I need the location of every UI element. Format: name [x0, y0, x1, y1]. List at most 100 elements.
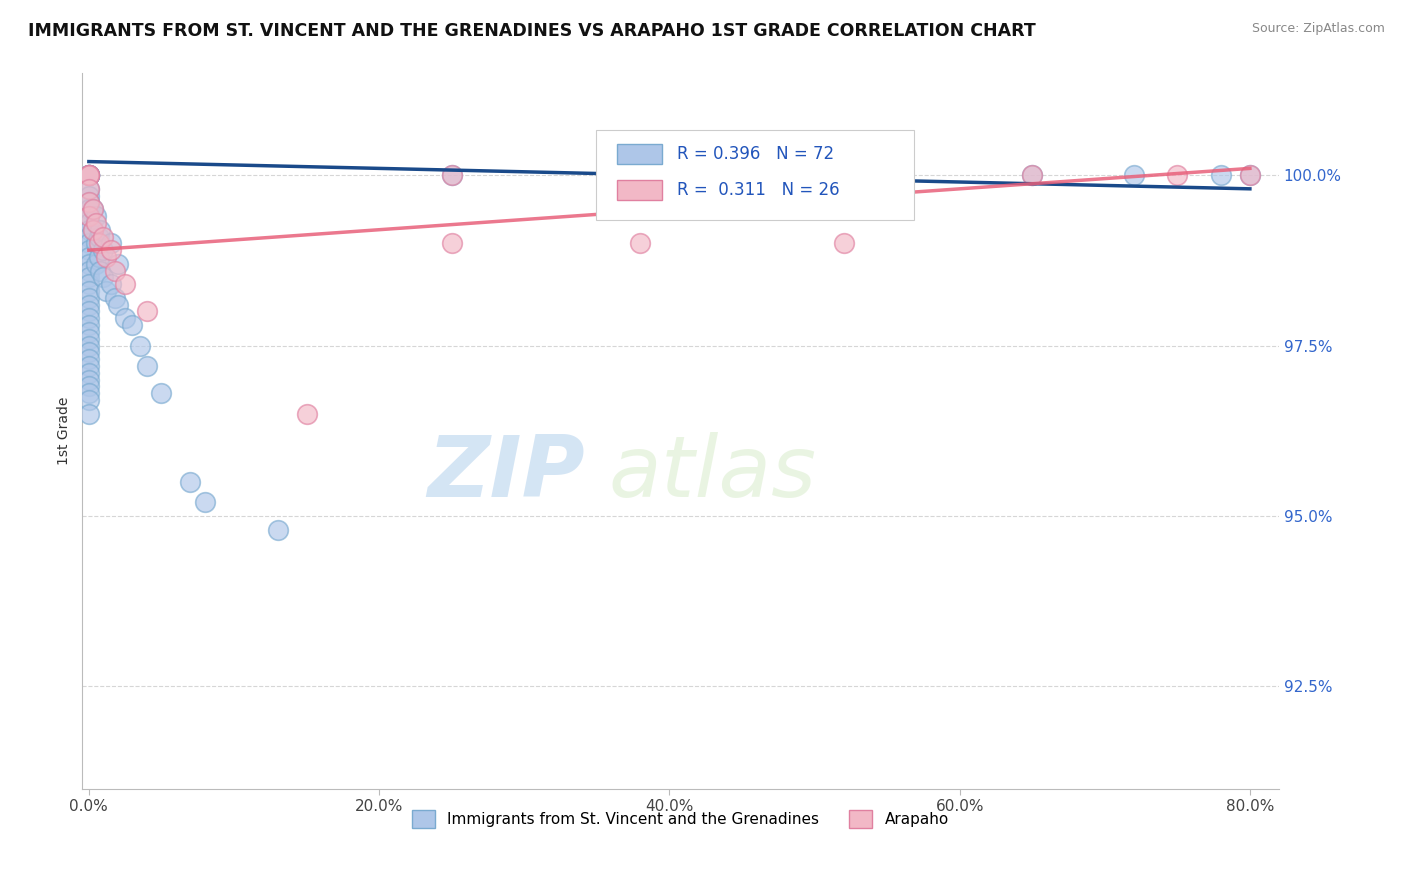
Point	[440, 236, 463, 251]
Point	[1209, 168, 1232, 182]
Text: Source: ZipAtlas.com: Source: ZipAtlas.com	[1251, 22, 1385, 36]
Point	[89, 263, 111, 277]
Point	[93, 270, 115, 285]
Point	[77, 291, 100, 305]
Point	[107, 257, 129, 271]
Point	[77, 366, 100, 380]
Point	[77, 229, 100, 244]
Point	[77, 250, 100, 264]
Point	[295, 407, 318, 421]
Point	[87, 236, 110, 251]
Point	[77, 195, 100, 210]
Point	[1239, 168, 1261, 182]
Point	[93, 229, 115, 244]
Point	[77, 311, 100, 326]
Point	[77, 298, 100, 312]
Point	[77, 168, 100, 182]
Point	[121, 318, 143, 332]
Point	[440, 168, 463, 182]
Point	[84, 209, 107, 223]
Point	[82, 202, 104, 217]
Point	[77, 168, 100, 182]
Text: R =  0.311   N = 26: R = 0.311 N = 26	[676, 180, 839, 199]
Point	[77, 257, 100, 271]
FancyBboxPatch shape	[596, 130, 914, 219]
Point	[96, 284, 118, 298]
Point	[93, 243, 115, 257]
Point	[77, 325, 100, 339]
Text: ZIP: ZIP	[427, 433, 585, 516]
Point	[104, 263, 127, 277]
Point	[77, 168, 100, 182]
Point	[77, 373, 100, 387]
Point	[114, 311, 136, 326]
Point	[77, 338, 100, 352]
Bar	[617, 179, 662, 200]
Point	[77, 304, 100, 318]
Point	[77, 345, 100, 359]
Point	[628, 236, 651, 251]
Point	[104, 291, 127, 305]
Text: atlas: atlas	[609, 433, 817, 516]
Point	[96, 250, 118, 264]
Point	[87, 250, 110, 264]
Point	[77, 209, 100, 223]
Point	[77, 182, 100, 196]
Point	[1166, 168, 1188, 182]
Point	[440, 168, 463, 182]
Point	[128, 338, 150, 352]
Point	[135, 359, 157, 373]
Point	[77, 332, 100, 346]
Point	[77, 379, 100, 393]
Point	[107, 298, 129, 312]
Point	[77, 284, 100, 298]
Point	[82, 223, 104, 237]
Point	[100, 277, 122, 292]
Point	[84, 216, 107, 230]
Point	[77, 318, 100, 332]
Point	[1021, 168, 1043, 182]
Point	[77, 216, 100, 230]
Text: R = 0.396   N = 72: R = 0.396 N = 72	[676, 145, 834, 163]
Point	[87, 229, 110, 244]
Point	[150, 386, 173, 401]
Point	[628, 168, 651, 182]
Point	[628, 168, 651, 182]
Point	[77, 236, 100, 251]
Point	[77, 393, 100, 408]
Point	[1122, 168, 1144, 182]
Y-axis label: 1st Grade: 1st Grade	[58, 397, 72, 465]
Point	[77, 168, 100, 182]
Point	[77, 243, 100, 257]
Point	[1021, 168, 1043, 182]
Point	[179, 475, 201, 489]
Point	[84, 236, 107, 251]
Point	[77, 182, 100, 196]
Point	[77, 168, 100, 182]
Point	[77, 209, 100, 223]
Point	[77, 168, 100, 182]
Point	[832, 168, 855, 182]
Point	[82, 223, 104, 237]
Bar	[617, 144, 662, 164]
Point	[77, 277, 100, 292]
Point	[114, 277, 136, 292]
Point	[100, 236, 122, 251]
Point	[77, 202, 100, 217]
Point	[77, 270, 100, 285]
Point	[77, 263, 100, 277]
Point	[77, 168, 100, 182]
Point	[84, 257, 107, 271]
Point	[77, 168, 100, 182]
Point	[77, 223, 100, 237]
Point	[77, 359, 100, 373]
Point	[832, 236, 855, 251]
Legend: Immigrants from St. Vincent and the Grenadines, Arapaho: Immigrants from St. Vincent and the Gren…	[405, 804, 955, 835]
Point	[266, 523, 288, 537]
Point	[77, 195, 100, 210]
Text: IMMIGRANTS FROM ST. VINCENT AND THE GRENADINES VS ARAPAHO 1ST GRADE CORRELATION : IMMIGRANTS FROM ST. VINCENT AND THE GREN…	[28, 22, 1036, 40]
Point	[89, 223, 111, 237]
Point	[77, 386, 100, 401]
Point	[1239, 168, 1261, 182]
Point	[100, 243, 122, 257]
